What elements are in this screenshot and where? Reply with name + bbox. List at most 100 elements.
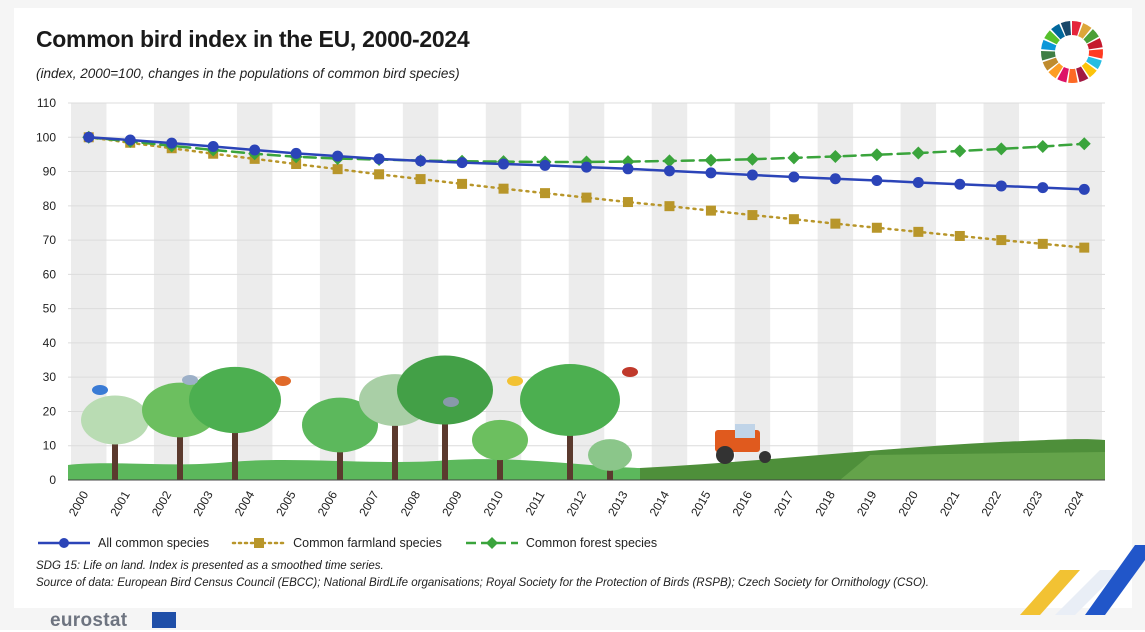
y-tick-label: 10 bbox=[43, 439, 57, 453]
chart-source: Source of data: European Bird Census Cou… bbox=[36, 577, 929, 589]
tree-canopy bbox=[189, 366, 281, 434]
tree-canopy bbox=[588, 439, 632, 471]
x-tick-label: 2020 bbox=[895, 488, 921, 518]
legend-item-farmland: Common farmland species bbox=[231, 536, 442, 550]
sdg-wheel-icon bbox=[1041, 21, 1103, 83]
legend-item-all: All common species bbox=[36, 536, 209, 550]
data-point bbox=[332, 150, 344, 162]
sdg-wheel-segment bbox=[1057, 66, 1069, 83]
sdg-wheel-segment bbox=[1060, 21, 1071, 37]
x-tick-label: 2002 bbox=[149, 488, 175, 518]
data-point bbox=[373, 153, 385, 165]
data-point bbox=[1036, 140, 1050, 154]
data-point bbox=[498, 158, 510, 170]
x-tick-label: 2019 bbox=[854, 488, 880, 518]
data-point bbox=[290, 147, 302, 159]
data-point bbox=[996, 235, 1007, 246]
legend-label-forest: Common forest species bbox=[525, 536, 658, 550]
y-tick-label: 70 bbox=[43, 233, 57, 247]
x-tick-label: 2023 bbox=[1020, 488, 1046, 518]
data-point bbox=[374, 169, 385, 180]
column-band bbox=[1066, 103, 1102, 480]
sdg-wheel-segment bbox=[1076, 66, 1089, 83]
data-point bbox=[1037, 182, 1049, 194]
sdg-wheel-segment bbox=[1041, 39, 1057, 51]
data-point bbox=[704, 153, 718, 167]
data-point bbox=[870, 148, 884, 162]
data-point bbox=[622, 197, 633, 208]
tree-canopy bbox=[397, 355, 493, 425]
tractor-wheel bbox=[759, 451, 771, 463]
data-point bbox=[913, 226, 924, 237]
x-tick-label: 2015 bbox=[688, 488, 714, 518]
sdg-wheel-segment bbox=[1041, 50, 1056, 61]
x-tick-label: 2017 bbox=[771, 488, 797, 518]
sdg-wheel-segment bbox=[1051, 23, 1065, 40]
data-point bbox=[828, 149, 842, 163]
data-point bbox=[249, 144, 261, 156]
x-tick-label: 2010 bbox=[481, 488, 507, 518]
data-point bbox=[540, 188, 551, 199]
data-point bbox=[83, 131, 95, 143]
y-tick-label: 100 bbox=[36, 130, 56, 144]
data-point bbox=[995, 180, 1007, 192]
data-point bbox=[871, 222, 882, 233]
data-point bbox=[662, 154, 676, 168]
data-point bbox=[746, 169, 758, 181]
y-tick-label: 40 bbox=[43, 336, 57, 350]
tree-trunk bbox=[442, 390, 448, 480]
data-point bbox=[830, 218, 841, 229]
x-tick-label: 2024 bbox=[1061, 488, 1087, 518]
y-tick-label: 50 bbox=[43, 302, 57, 316]
chart-legend: All common species Common farmland speci… bbox=[36, 533, 679, 553]
data-point bbox=[1077, 137, 1091, 151]
bird-icon bbox=[92, 385, 108, 395]
sdg-wheel-segment bbox=[1078, 23, 1092, 39]
bird-icon bbox=[182, 375, 198, 385]
y-tick-label: 60 bbox=[43, 267, 57, 281]
legend-swatch-all bbox=[38, 538, 90, 548]
data-point bbox=[954, 230, 965, 241]
data-point bbox=[664, 201, 675, 212]
x-tick-label: 2013 bbox=[605, 488, 631, 518]
sdg-wheel-segment bbox=[1088, 49, 1103, 59]
tree-trunk bbox=[232, 400, 238, 480]
data-point bbox=[788, 171, 800, 183]
data-point bbox=[207, 141, 219, 153]
sdg-wheel-segment bbox=[1086, 56, 1102, 70]
sdg-wheel-segment bbox=[1048, 63, 1064, 79]
data-point bbox=[705, 205, 716, 216]
data-point bbox=[705, 167, 717, 179]
data-point bbox=[332, 164, 343, 175]
chart-subtitle: (index, 2000=100, changes in the populat… bbox=[36, 66, 460, 81]
y-tick-label: 90 bbox=[43, 165, 57, 179]
sdg-wheel-segment bbox=[1042, 57, 1059, 71]
data-point bbox=[954, 178, 966, 190]
data-point bbox=[124, 134, 136, 146]
tree-trunk bbox=[567, 400, 573, 480]
tree-canopy bbox=[302, 397, 378, 453]
x-tick-label: 2003 bbox=[190, 488, 216, 518]
y-tick-label: 80 bbox=[43, 199, 57, 213]
x-tick-label: 2004 bbox=[232, 488, 258, 518]
data-point bbox=[787, 151, 801, 165]
y-tick-label: 110 bbox=[37, 96, 56, 110]
x-tick-label: 2022 bbox=[978, 488, 1004, 518]
column-band bbox=[817, 103, 854, 480]
column-band bbox=[900, 103, 937, 480]
ground bbox=[68, 459, 640, 480]
decorative-stripe bbox=[1020, 545, 1145, 615]
tree-canopy bbox=[472, 419, 528, 461]
chart-note: SDG 15: Life on land. Index is presented… bbox=[36, 560, 384, 572]
x-tick-label: 2011 bbox=[523, 488, 548, 518]
data-point bbox=[415, 174, 426, 185]
sdg-wheel-segment bbox=[1072, 21, 1082, 36]
chart-title: Common bird index in the EU, 2000-2024 bbox=[36, 26, 470, 52]
tree-trunk bbox=[392, 400, 398, 480]
column-band bbox=[983, 103, 1020, 480]
data-point bbox=[1078, 183, 1090, 195]
tree-canopy bbox=[81, 395, 149, 445]
x-tick-label: 2018 bbox=[813, 488, 839, 518]
x-tick-label: 2009 bbox=[439, 488, 465, 518]
data-point bbox=[1079, 242, 1090, 253]
